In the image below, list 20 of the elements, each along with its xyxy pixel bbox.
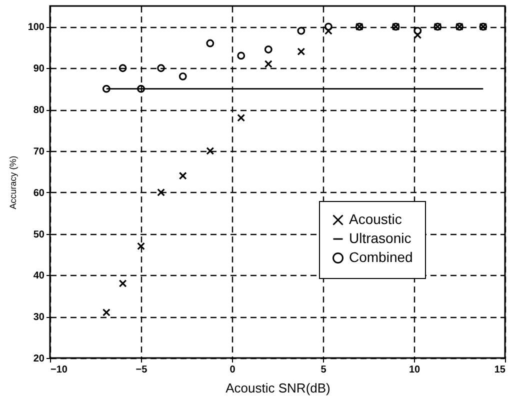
legend-label: Combined — [349, 249, 413, 265]
y-tick-label: 100 — [28, 22, 45, 34]
legend-label: Ultrasonic — [349, 230, 412, 246]
legend-label: Acoustic — [349, 211, 402, 227]
y-tick-label: 70 — [33, 146, 45, 158]
x-tick-label: 0 — [230, 364, 236, 376]
y-tick-label: 40 — [33, 270, 45, 282]
y-tick-label: 60 — [33, 188, 45, 199]
x-tick-label: −5 — [136, 364, 148, 376]
y-tick-label: 20 — [33, 354, 45, 364]
y-axis-title: Accuracy (%) — [8, 156, 18, 210]
y-tick-label: 80 — [33, 105, 45, 116]
x-tick-label: −10 — [50, 364, 68, 376]
x-tick-label: 10 — [408, 364, 420, 376]
x-axis-title: Acoustic SNR(dB) — [226, 380, 330, 396]
x-tick-label: 15 — [494, 364, 506, 376]
x-tick-label: 5 — [320, 364, 327, 376]
y-tick-label: 30 — [33, 312, 45, 324]
y-tick-label: 90 — [33, 64, 45, 75]
y-tick-label: 50 — [33, 229, 45, 240]
